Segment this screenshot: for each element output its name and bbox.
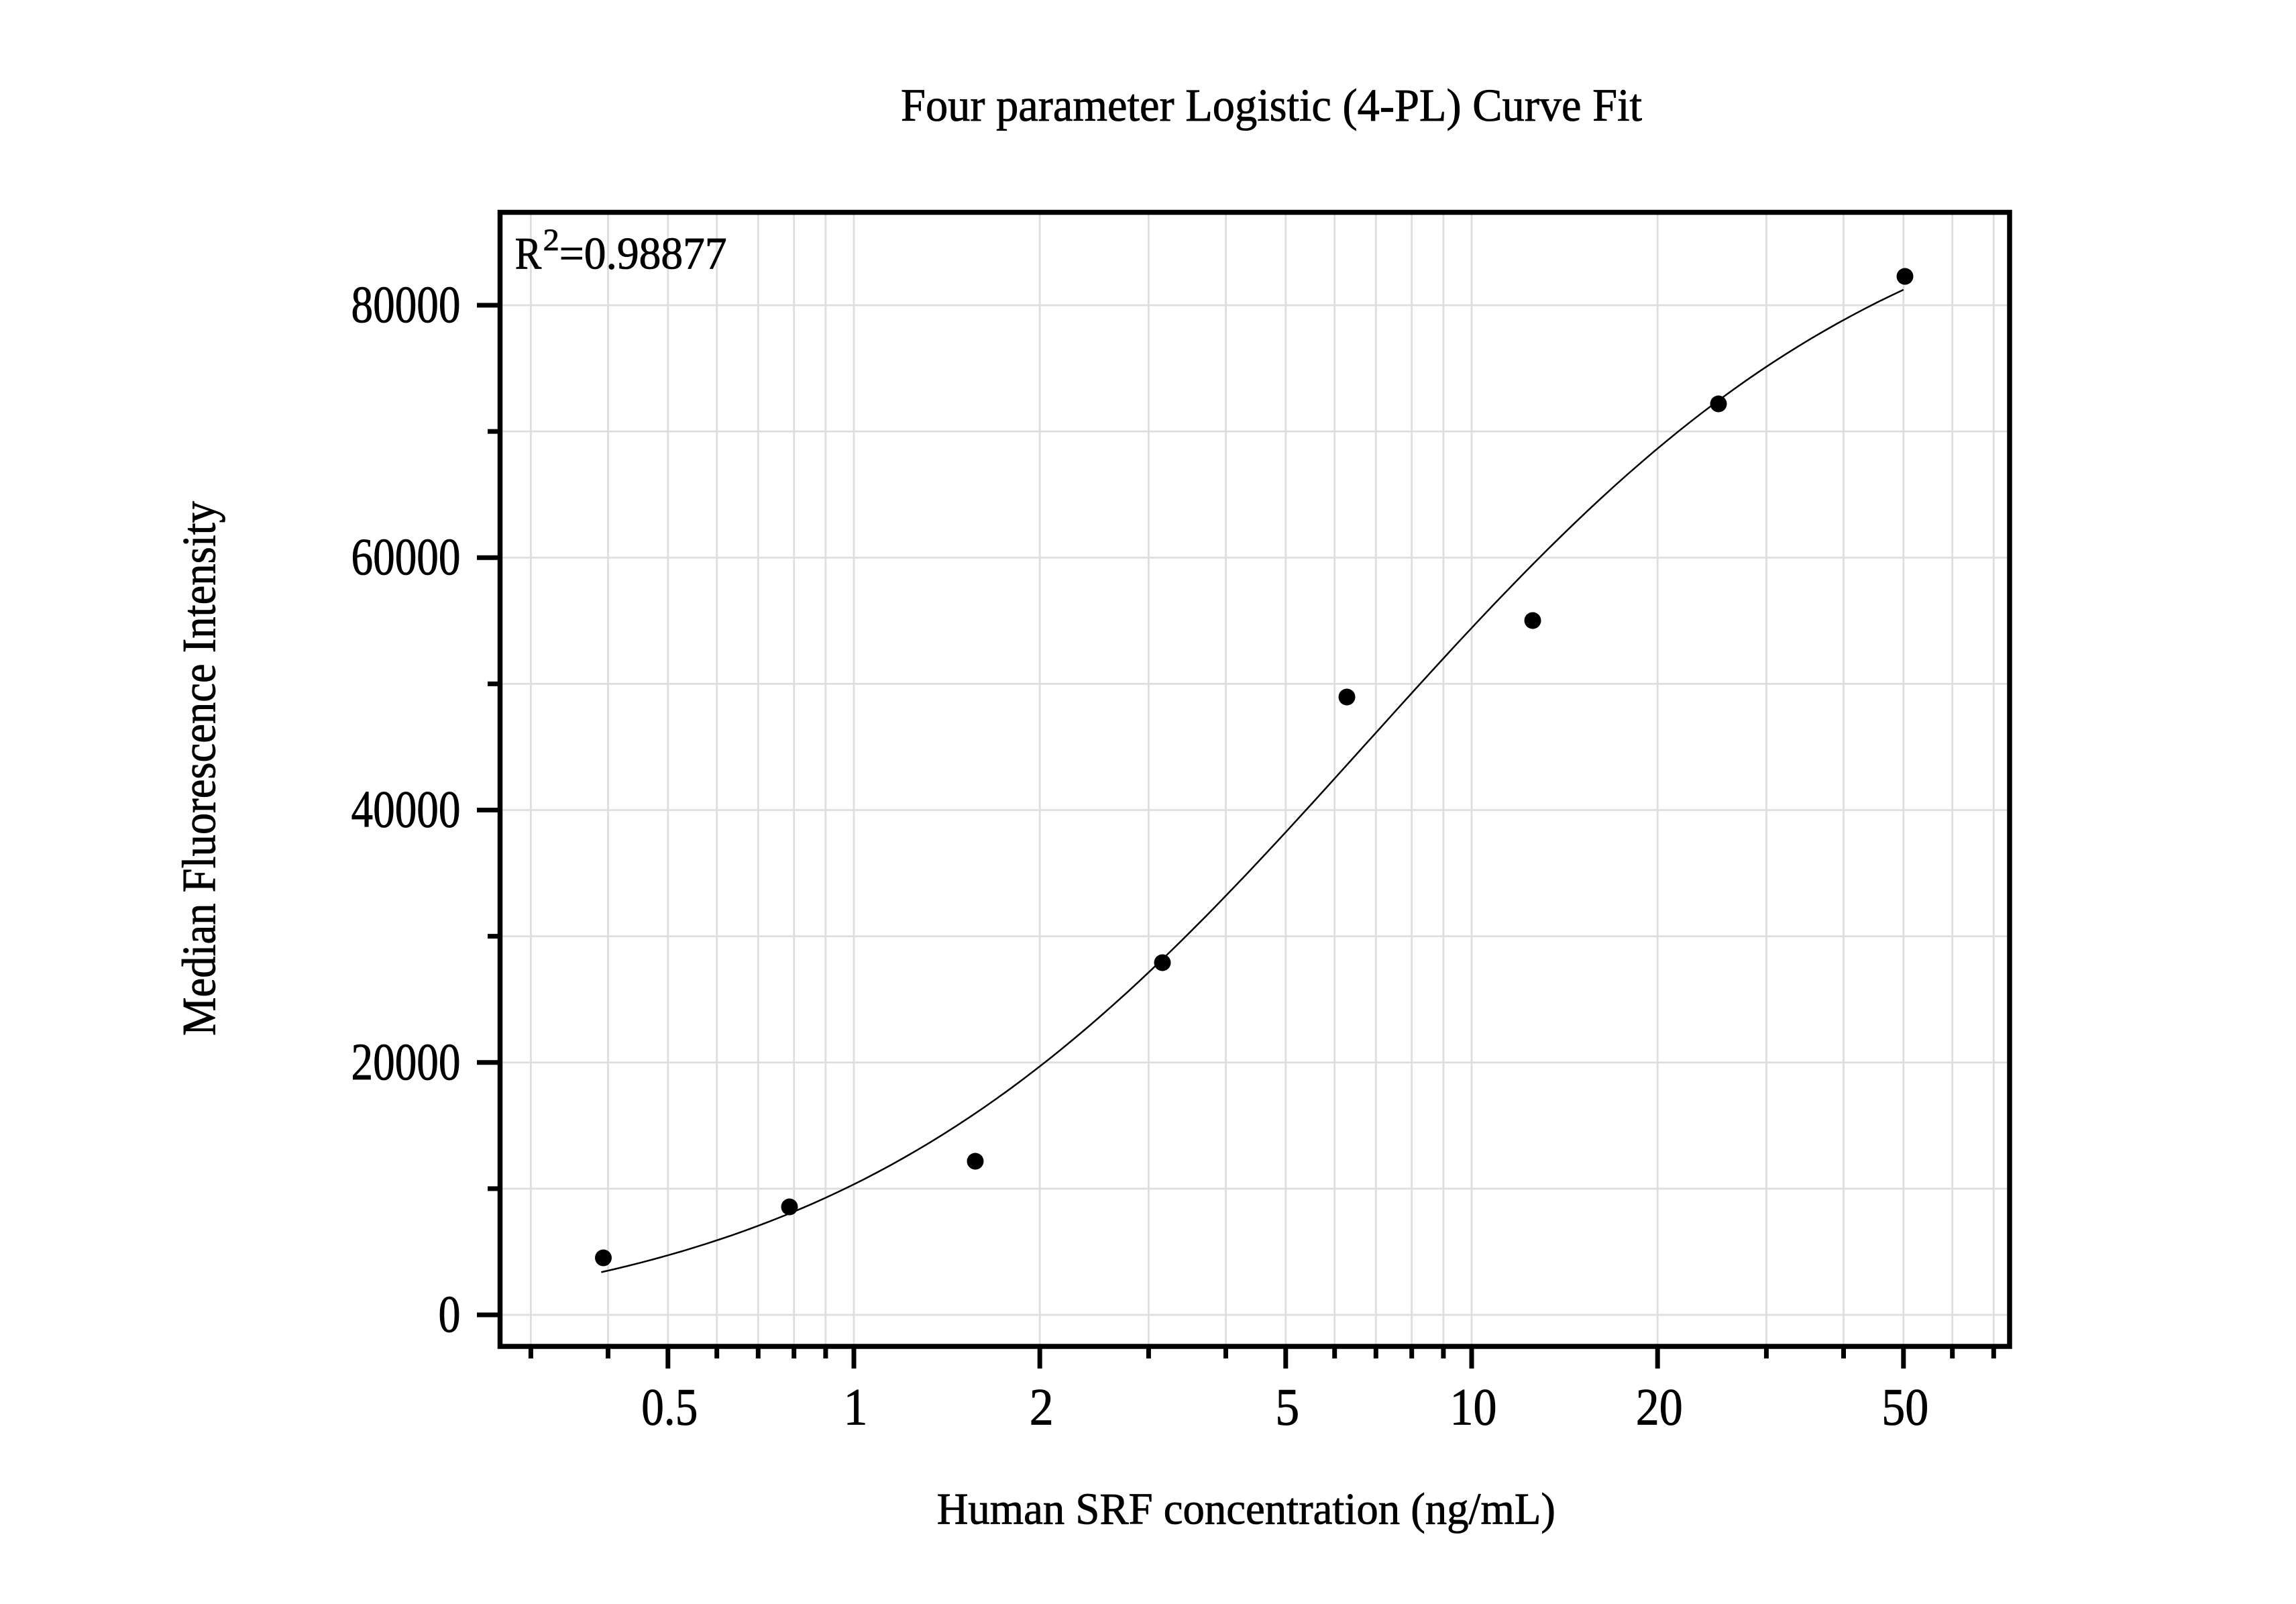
svg-text:40000: 40000 [351,780,461,839]
svg-text:80000: 80000 [351,275,461,333]
svg-text:Human SRF concentration (ng/mL: Human SRF concentration (ng/mL) [937,1485,1555,1534]
svg-text:R: R [515,228,542,279]
svg-text:20: 20 [1636,1378,1683,1436]
svg-text:0: 0 [439,1285,461,1343]
svg-text:20000: 20000 [351,1032,461,1091]
svg-text:5: 5 [1275,1378,1299,1436]
svg-text:2: 2 [1030,1378,1054,1436]
svg-text:Median Fluorescence Intensity: Median Fluorescence Intensity [174,501,226,1036]
svg-text:50: 50 [1881,1378,1928,1436]
svg-text:=0.98877: =0.98877 [559,228,727,279]
svg-text:1: 1 [844,1378,868,1436]
svg-text:0.5: 0.5 [641,1378,698,1436]
svg-text:60000: 60000 [351,527,461,586]
svg-text:Four parameter Logistic (4-PL): Four parameter Logistic (4-PL) Curve Fit [901,80,1642,131]
svg-text:2: 2 [543,223,559,258]
svg-text:10: 10 [1450,1378,1497,1436]
